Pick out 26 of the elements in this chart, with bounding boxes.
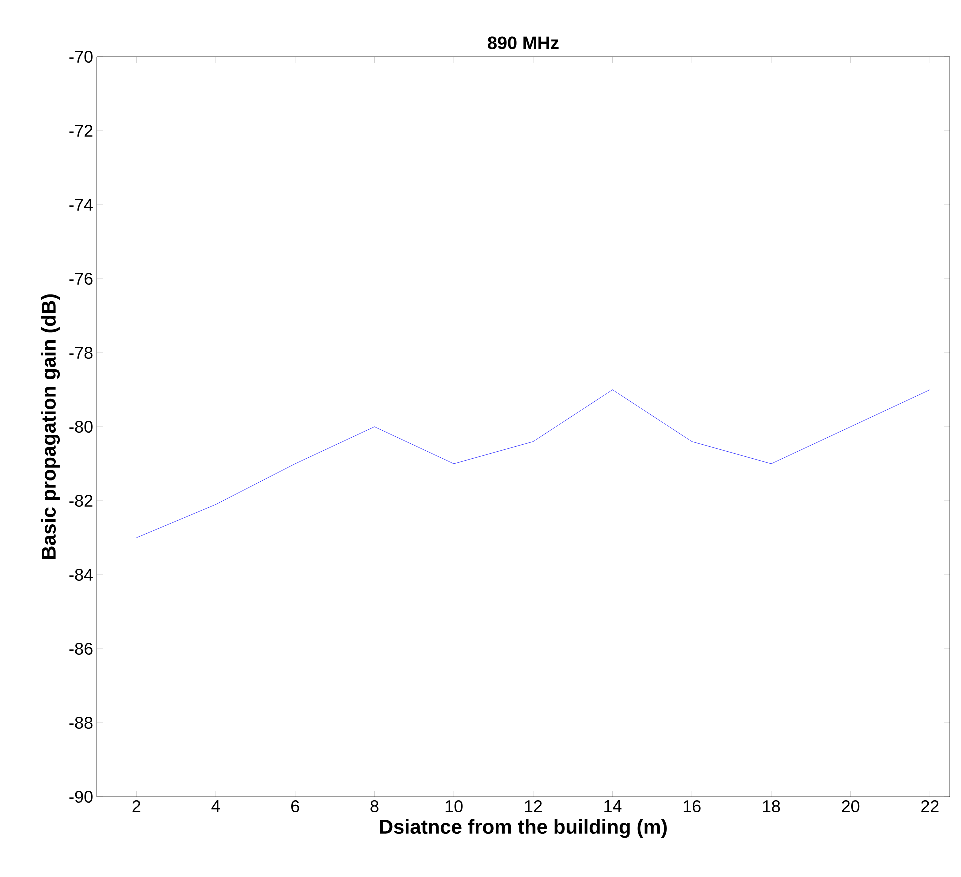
y-tick-label: -80	[70, 420, 93, 434]
x-tick-label: 18	[763, 800, 780, 813]
chart-title: 890 MHz	[488, 36, 559, 50]
x-tick-label: 10	[446, 800, 463, 813]
x-tick-label: 4	[212, 800, 220, 812]
line-series	[136, 390, 930, 538]
x-tick-label: 14	[604, 800, 622, 812]
y-tick-label: -74	[70, 199, 93, 211]
y-tick-label: -70	[70, 50, 93, 64]
y-tick-label: -82	[70, 494, 93, 508]
y-tick-label: -86	[70, 642, 93, 656]
x-tick-label: 2	[132, 800, 141, 812]
x-tick-label: 20	[842, 800, 860, 813]
y-tick-label: -90	[70, 790, 93, 804]
x-tick-label: 8	[370, 800, 379, 813]
y-tick-label: -88	[70, 716, 93, 730]
x-tick-label: 12	[525, 800, 542, 812]
y-axis-title: Basic propagation gain (dB)	[41, 294, 60, 559]
y-tick-label: -84	[70, 568, 93, 582]
y-tick-label: -78	[70, 346, 93, 360]
x-tick-label: 22	[922, 800, 939, 812]
x-axis-title: Dsiatnce from the building (m)	[380, 819, 667, 838]
y-tick-label: -72	[70, 125, 93, 137]
x-tick-label: 16	[684, 800, 701, 813]
y-tick-label: -76	[70, 272, 93, 286]
x-tick-label: 6	[292, 800, 300, 813]
